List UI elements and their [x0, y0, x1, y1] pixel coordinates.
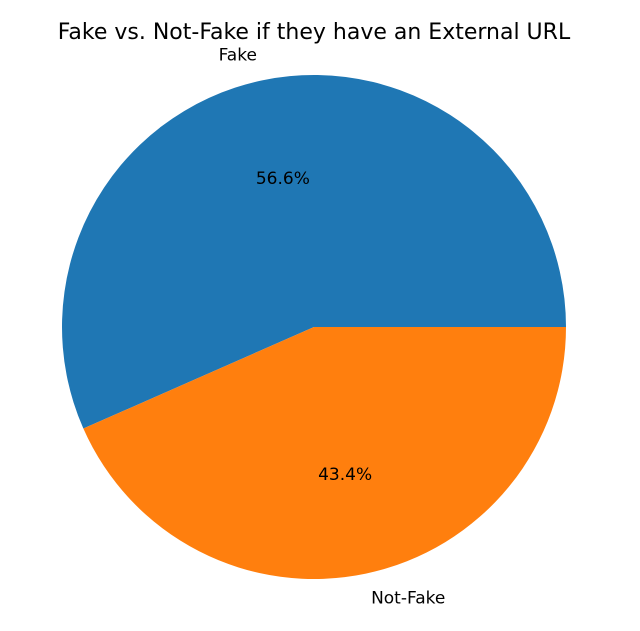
pie-percent-label: 56.6%	[256, 169, 310, 189]
pie-slice-fake	[62, 75, 567, 429]
pie-slice-not-fake	[83, 327, 566, 580]
pie-percent-label: 43.4%	[318, 465, 372, 485]
pie-slices	[62, 75, 567, 580]
chart-title: Fake vs. Not-Fake if they have an Extern…	[58, 20, 571, 45]
pie-labels: 56.6% Fake 43.4% Not-Fake	[219, 46, 446, 609]
pie-category-label: Not-Fake	[371, 588, 445, 608]
pie-category-label: Fake	[219, 46, 257, 66]
